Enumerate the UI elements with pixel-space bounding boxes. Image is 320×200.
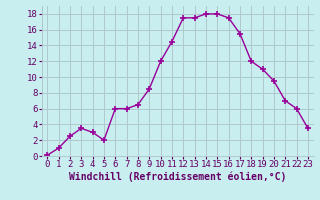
- X-axis label: Windchill (Refroidissement éolien,°C): Windchill (Refroidissement éolien,°C): [69, 172, 286, 182]
